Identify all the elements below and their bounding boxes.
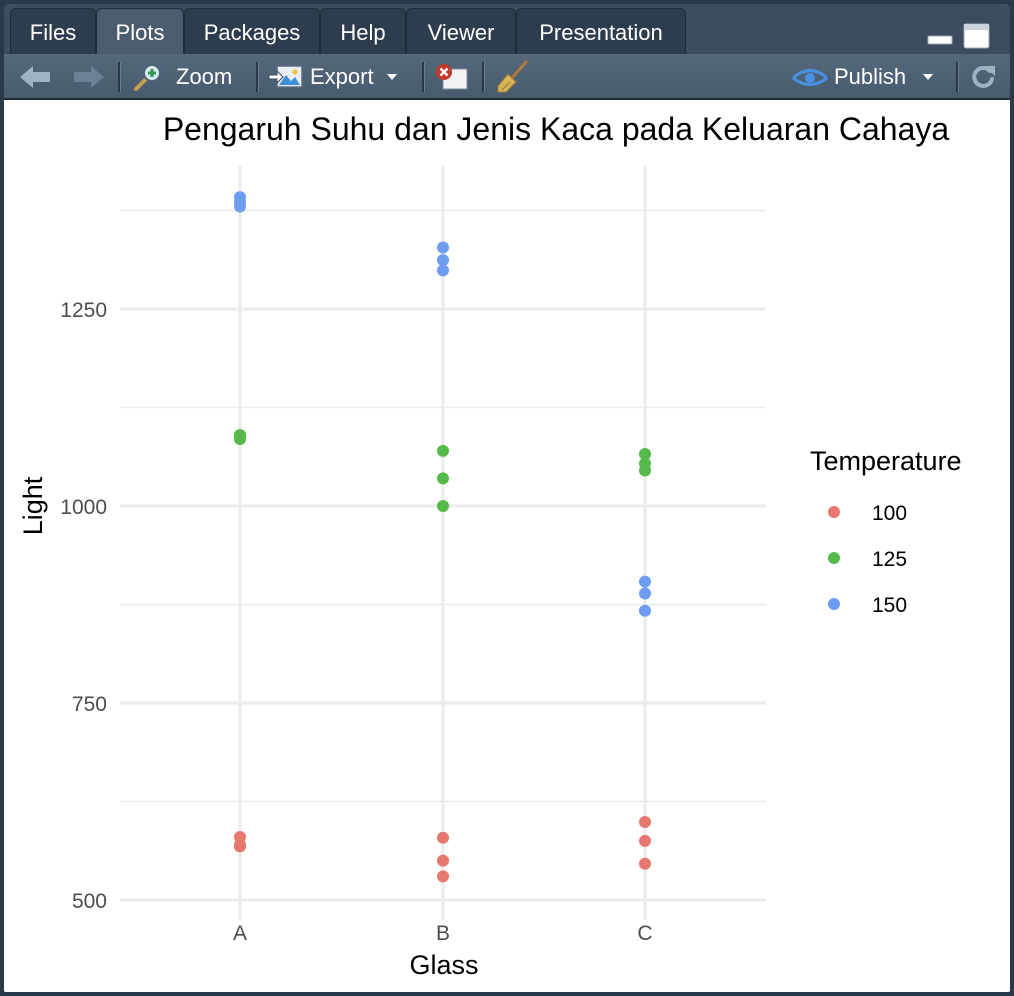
data-point	[234, 195, 246, 208]
pane-tab-bar: Files Plots Packages Help Viewer Present…	[4, 4, 1010, 54]
publish-button[interactable]: Publish	[790, 54, 938, 100]
plot-area: 500 750 1000 1250 A B C Pengaruh Suhu dan Jen…	[4, 100, 1010, 992]
chevron-down-icon	[386, 74, 397, 80]
zoom-label: Zoom	[176, 64, 233, 89]
legend-key	[828, 506, 840, 518]
data-points	[234, 191, 651, 883]
publish-icon	[792, 69, 828, 86]
tab-help[interactable]: Help	[320, 8, 406, 54]
y-tick-labels: 500 750 1000 1250	[60, 299, 107, 913]
data-point	[639, 575, 651, 588]
scatter-chart: 500 750 1000 1250 A B C Pengaruh Suhu dan Jen…	[18, 111, 962, 980]
remove-plot-icon	[436, 64, 468, 90]
data-point	[234, 431, 246, 444]
toolbar-separator	[482, 62, 485, 92]
broom-icon	[497, 60, 528, 93]
remove-plot-button[interactable]	[434, 54, 470, 100]
legend: Temperature 100 125 150	[810, 446, 962, 617]
tab-viewer[interactable]: Viewer	[406, 8, 516, 54]
grid-major	[120, 166, 766, 920]
tab-presentation[interactable]: Presentation	[516, 8, 686, 54]
data-point	[437, 854, 449, 867]
refresh-icon	[972, 65, 995, 88]
toolbar-separator	[256, 62, 259, 92]
tab-files[interactable]: Files	[10, 8, 96, 54]
data-point	[639, 464, 651, 477]
back-arrow-icon	[20, 66, 50, 88]
x-tick-label: A	[233, 922, 247, 945]
legend-label: 125	[872, 548, 907, 571]
data-point	[437, 264, 449, 277]
legend-label: 100	[872, 502, 907, 525]
data-point	[437, 831, 449, 844]
chart-title: Pengaruh Suhu dan Jenis Kaca pada Keluar…	[163, 111, 950, 147]
data-point	[437, 254, 449, 267]
forward-arrow-icon	[74, 66, 104, 88]
export-icon	[268, 65, 303, 88]
export-button[interactable]: Export	[268, 54, 402, 100]
data-point	[639, 815, 651, 828]
zoom-button[interactable]: Zoom	[132, 54, 232, 100]
data-point	[639, 604, 651, 617]
x-tick-label: C	[637, 922, 652, 945]
data-point	[437, 444, 449, 457]
tab-packages[interactable]: Packages	[184, 8, 320, 54]
clear-all-plots-button[interactable]	[494, 54, 530, 100]
zoom-icon	[134, 64, 161, 91]
x-tick-label: B	[436, 922, 450, 945]
plots-toolbar: Zoom Export	[4, 54, 1010, 100]
legend-key	[828, 552, 840, 564]
toolbar-separator	[118, 62, 121, 92]
data-point	[639, 587, 651, 600]
y-axis-title: Light	[18, 476, 48, 535]
plots-pane: Files Plots Packages Help Viewer Present…	[4, 4, 1010, 992]
forward-button[interactable]	[72, 54, 106, 100]
x-axis-title: Glass	[409, 950, 478, 980]
toolbar-separator	[956, 62, 959, 92]
maximize-pane-icon[interactable]	[962, 22, 992, 52]
data-point	[437, 870, 449, 883]
data-point	[639, 857, 651, 870]
data-point	[437, 241, 449, 254]
legend-title: Temperature	[810, 446, 962, 476]
back-button[interactable]	[18, 54, 52, 100]
y-tick-label: 1250	[60, 299, 107, 322]
x-tick-labels: A B C	[233, 922, 653, 945]
minimize-pane-icon[interactable]	[926, 22, 956, 48]
data-point	[639, 834, 651, 847]
data-point	[639, 447, 651, 460]
y-tick-label: 500	[72, 890, 107, 913]
export-label: Export	[310, 64, 374, 89]
y-tick-label: 1000	[60, 496, 107, 519]
data-point	[234, 838, 246, 851]
toolbar-separator	[422, 62, 425, 92]
data-point	[437, 472, 449, 485]
legend-label: 150	[872, 594, 907, 617]
publish-label: Publish	[834, 64, 907, 89]
y-tick-label: 750	[72, 693, 107, 716]
data-point	[437, 500, 449, 512]
refresh-button[interactable]	[968, 54, 998, 100]
tab-plots[interactable]: Plots	[96, 8, 184, 54]
legend-key	[828, 598, 840, 610]
chevron-down-icon	[923, 74, 934, 80]
